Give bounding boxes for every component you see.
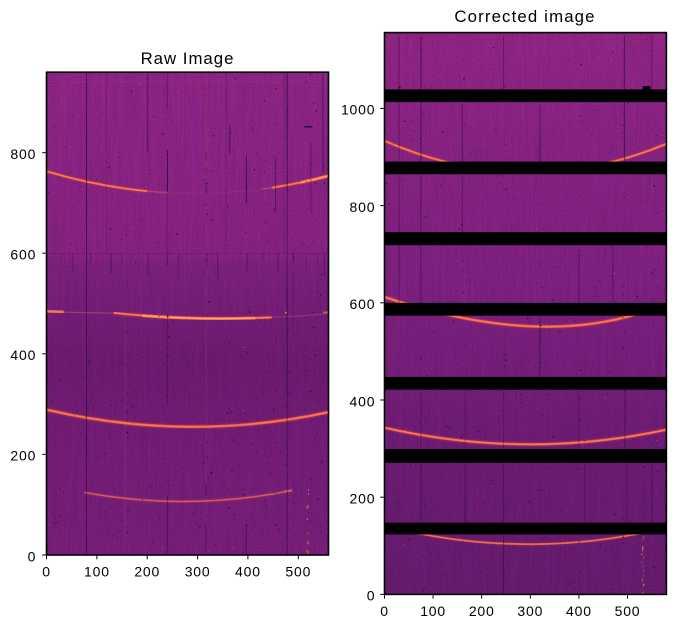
svg-text:0: 0 bbox=[367, 588, 376, 604]
svg-text:200: 200 bbox=[350, 491, 376, 507]
svg-text:400: 400 bbox=[566, 603, 592, 619]
svg-text:0: 0 bbox=[28, 548, 37, 564]
svg-text:500: 500 bbox=[615, 603, 641, 619]
svg-text:1000: 1000 bbox=[341, 102, 375, 118]
svg-text:800: 800 bbox=[10, 146, 36, 162]
svg-text:Raw Image: Raw Image bbox=[141, 49, 235, 68]
svg-text:400: 400 bbox=[10, 347, 36, 363]
svg-text:300: 300 bbox=[185, 563, 211, 579]
svg-text:200: 200 bbox=[469, 603, 495, 619]
svg-text:500: 500 bbox=[285, 563, 311, 579]
svg-text:200: 200 bbox=[134, 563, 160, 579]
svg-text:600: 600 bbox=[10, 247, 36, 263]
svg-text:400: 400 bbox=[350, 393, 376, 409]
svg-text:200: 200 bbox=[10, 448, 36, 464]
svg-text:100: 100 bbox=[84, 563, 110, 579]
svg-text:300: 300 bbox=[517, 603, 543, 619]
svg-text:600: 600 bbox=[350, 296, 376, 312]
svg-text:100: 100 bbox=[420, 603, 446, 619]
svg-text:400: 400 bbox=[235, 563, 261, 579]
svg-text:0: 0 bbox=[380, 603, 389, 619]
svg-text:0: 0 bbox=[42, 563, 51, 579]
svg-text:Corrected image: Corrected image bbox=[454, 7, 595, 26]
svg-text:800: 800 bbox=[350, 199, 376, 215]
